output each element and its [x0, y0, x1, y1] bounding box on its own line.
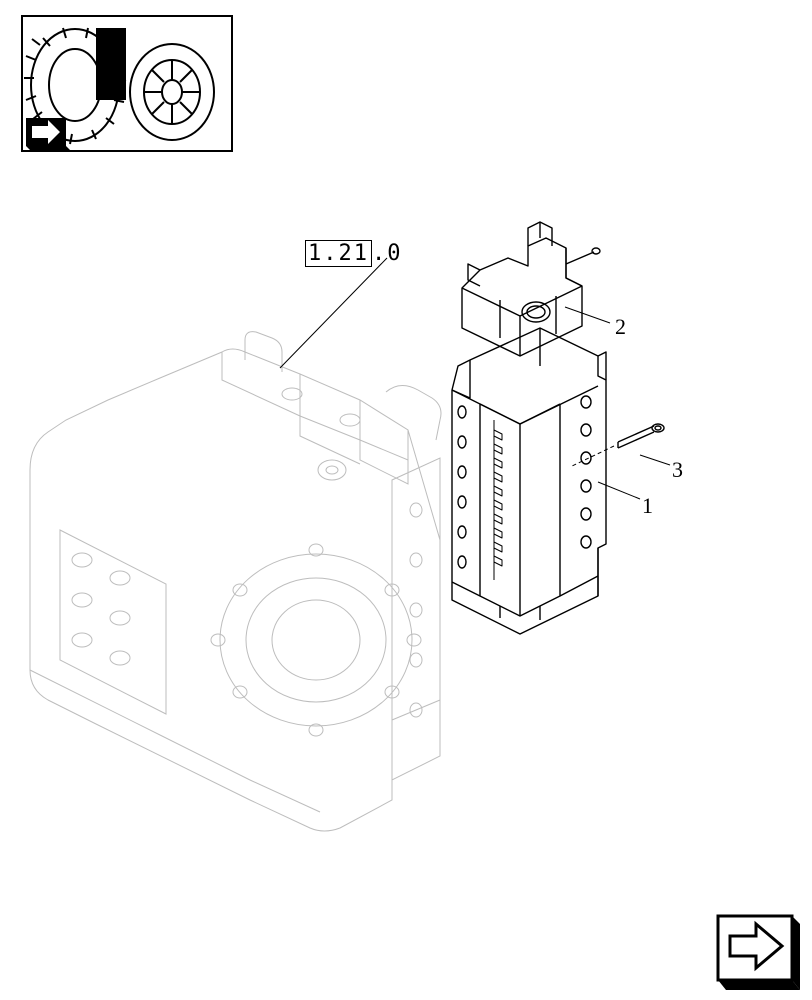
callout-3: 3 — [672, 457, 683, 483]
callout-2: 2 — [615, 314, 626, 340]
part-3-bolt — [618, 424, 664, 448]
reference-boxed: 1.21 — [305, 240, 372, 267]
assembly-line — [572, 446, 614, 466]
housing-ghost — [30, 332, 441, 831]
diagram-svg — [0, 0, 812, 1000]
reference-label: 1.21.0 — [305, 240, 402, 267]
reference-suffix: .0 — [372, 241, 403, 266]
nav-next-icon[interactable] — [718, 916, 800, 990]
category-thumbnail — [22, 16, 232, 151]
callout-1: 1 — [642, 493, 653, 519]
part-1-frame — [452, 328, 606, 634]
page: 1.21.0 1 2 3 — [0, 0, 812, 1000]
part-2-hitch — [462, 222, 600, 356]
